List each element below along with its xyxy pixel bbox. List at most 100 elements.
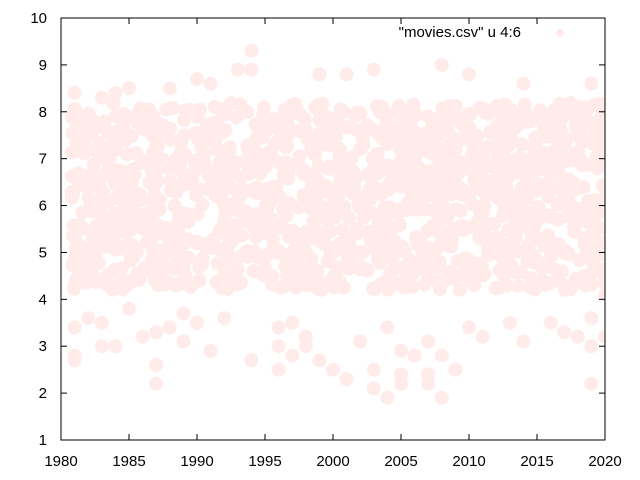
- x-tick-label: 1980: [44, 453, 77, 470]
- dense-point: [400, 151, 415, 166]
- dense-point: [585, 137, 600, 152]
- dense-point: [474, 260, 489, 275]
- dense-point: [363, 171, 378, 186]
- dense-point: [248, 230, 263, 245]
- data-point: [162, 320, 177, 335]
- dense-point: [122, 213, 137, 228]
- dense-point: [132, 187, 147, 202]
- data-point: [380, 320, 395, 335]
- x-tick-label: 1995: [248, 453, 281, 470]
- dense-point: [215, 178, 230, 193]
- dense-point: [281, 171, 296, 186]
- dense-point: [163, 121, 178, 136]
- dense-point: [250, 180, 265, 195]
- data-point: [353, 334, 368, 349]
- dense-point: [342, 235, 357, 250]
- dense-point: [86, 114, 101, 129]
- dense-point: [259, 198, 274, 213]
- dense-point: [388, 235, 403, 250]
- dense-point: [459, 269, 474, 284]
- dense-point: [332, 142, 347, 157]
- data-point: [598, 329, 605, 344]
- dense-point: [515, 137, 530, 152]
- data-points: [67, 43, 605, 405]
- dense-point: [108, 143, 123, 158]
- dense-point: [93, 181, 108, 196]
- data-point: [94, 90, 109, 105]
- dense-point: [549, 141, 564, 156]
- data-point: [81, 311, 96, 326]
- data-point: [434, 348, 449, 363]
- x-axis: 1980 1985 1990 1995 2000 2005 2010 2015 2020: [44, 18, 622, 470]
- y-tick-label: 3: [39, 338, 47, 355]
- dense-point: [74, 131, 89, 146]
- dense-point: [600, 97, 605, 111]
- dense-point: [111, 212, 126, 227]
- data-point: [557, 325, 572, 340]
- dense-point: [594, 110, 605, 124]
- y-tick-label: 7: [39, 151, 47, 168]
- data-point: [122, 301, 136, 316]
- data-point: [502, 315, 517, 330]
- data-point: [94, 339, 109, 354]
- dense-point: [600, 222, 605, 236]
- dense-point: [133, 266, 148, 281]
- dense-point: [402, 267, 417, 282]
- dense-point: [533, 128, 548, 143]
- dense-point: [146, 193, 161, 208]
- dense-point: [350, 169, 364, 184]
- dense-point: [496, 112, 511, 127]
- dense-point: [372, 256, 387, 271]
- dense-point: [508, 231, 523, 246]
- dense-point: [459, 131, 474, 146]
- dense-point: [425, 117, 440, 132]
- data-point: [421, 376, 436, 391]
- data-point: [230, 62, 245, 77]
- data-point: [271, 339, 286, 354]
- dense-point: [544, 110, 559, 125]
- dense-point: [490, 160, 505, 175]
- data-point: [366, 381, 381, 396]
- dense-point: [183, 280, 198, 294]
- data-point: [339, 67, 354, 82]
- dense-point: [566, 209, 581, 224]
- dense-point: [508, 265, 523, 280]
- dense-point: [581, 194, 596, 209]
- data-point: [407, 348, 422, 363]
- dense-point: [279, 140, 293, 155]
- dense-point: [322, 159, 337, 174]
- legend-label: "movies.csv" u 4:6: [399, 24, 521, 41]
- data-point: [421, 334, 436, 349]
- dense-point: [420, 224, 435, 239]
- dense-point: [110, 163, 125, 178]
- dense-point: [304, 201, 319, 216]
- dense-point: [279, 268, 294, 283]
- dense-point: [510, 214, 525, 229]
- dense-point: [168, 261, 182, 276]
- dense-point: [150, 173, 165, 188]
- dense-point: [446, 176, 461, 190]
- data-point: [271, 362, 286, 377]
- x-tick-label: 1985: [112, 453, 145, 470]
- dense-point: [426, 244, 441, 259]
- dense-point: [222, 140, 237, 155]
- data-point: [570, 329, 585, 344]
- dense-point: [272, 190, 287, 205]
- dense-point: [172, 208, 187, 223]
- dense-point: [558, 282, 573, 297]
- dense-point: [350, 123, 365, 138]
- data-point: [285, 315, 300, 330]
- dense-point: [308, 100, 323, 115]
- dense-point: [533, 103, 548, 118]
- dense-point: [278, 155, 293, 170]
- dense-point: [117, 196, 131, 211]
- dense-point: [579, 103, 594, 117]
- dense-point: [100, 233, 115, 248]
- dense-point: [342, 261, 357, 276]
- dense-point: [508, 120, 523, 135]
- dense-point: [221, 228, 236, 243]
- dense-point: [289, 280, 304, 295]
- dense-point: [417, 277, 432, 292]
- dense-point: [192, 102, 207, 117]
- dense-point: [256, 107, 271, 122]
